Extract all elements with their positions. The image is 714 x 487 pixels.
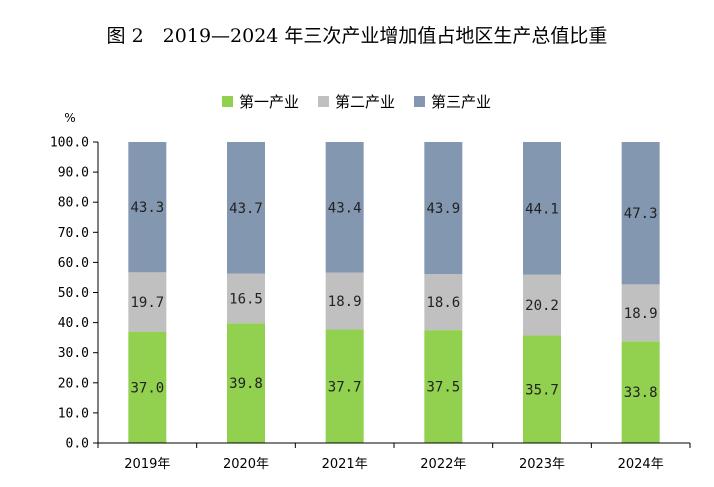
data-label-6-3: 47.3: [624, 206, 658, 222]
data-label-2-1: 39.8: [229, 376, 263, 392]
bar-segment-2-2: [227, 273, 265, 324]
data-label-4-3: 43.9: [426, 201, 460, 217]
bar-segment-1-3: [128, 142, 167, 273]
legend-swatch-2: [318, 96, 329, 107]
bar-segment-6-2: [621, 284, 660, 342]
data-label-4-1: 37.5: [426, 380, 460, 396]
bar-segment-1-2: [128, 272, 167, 332]
bar-segment-4-3: [424, 142, 463, 275]
y-tick-label-2: 20.0: [58, 376, 89, 391]
y-tick-label-9: 90.0: [58, 166, 89, 181]
bar-segment-5-3: [523, 142, 561, 275]
y-tick-label-0: 0.0: [66, 437, 89, 452]
bar-segment-6-3: [621, 142, 660, 285]
legend-label-1: 第一产业: [239, 93, 299, 111]
x-tick-label-5: 2023年: [519, 457, 565, 472]
bar-segment-2-1: [227, 323, 265, 443]
legend-swatch-1: [222, 96, 233, 107]
legend-label-2: 第二产业: [335, 93, 395, 111]
bar-segment-3-3: [325, 142, 364, 273]
bar-segment-3-2: [325, 272, 364, 330]
x-tick-label-4: 2022年: [420, 457, 466, 472]
data-label-1-3: 43.3: [130, 200, 164, 216]
bar-segment-5-2: [523, 274, 561, 336]
y-tick-label-6: 60.0: [58, 256, 89, 271]
data-label-1-1: 37.0: [130, 380, 164, 396]
bar-segment-2-3: [227, 142, 265, 274]
bar-segment-1-1: [128, 331, 167, 443]
data-label-3-3: 43.4: [328, 200, 362, 216]
data-label-2-3: 43.7: [229, 201, 263, 217]
y-tick-label-8: 80.0: [58, 196, 89, 211]
y-tick-label-7: 70.0: [58, 226, 89, 241]
bars-group: 37.0 19.7 43.3 39.8 16.5 43.7 37.7 18.9 43.4 37.5…: [128, 142, 660, 443]
data-label-1-2: 19.7: [130, 295, 164, 311]
data-label-4-2: 18.6: [426, 295, 460, 311]
bar-segment-5-1: [523, 335, 561, 443]
x-tick-label-1: 2019年: [124, 457, 170, 472]
axes-group: 0.0 10.0 20.0 30.0 40.0 50.0 60.0 70.0 80.0 90.0 1…: [50, 136, 691, 472]
bar-segment-4-2: [424, 274, 463, 331]
y-axis-unit: %: [64, 111, 75, 125]
data-label-3-2: 18.9: [328, 294, 362, 310]
y-tick-label-10: 100.0: [50, 136, 89, 151]
data-label-5-3: 44.1: [525, 201, 559, 217]
x-tick-label-2: 2020年: [223, 457, 269, 472]
data-label-6-1: 33.8: [624, 385, 658, 401]
data-label-2-2: 16.5: [229, 291, 263, 307]
data-label-6-2: 18.9: [624, 306, 658, 322]
x-tick-label-3: 2021年: [322, 457, 368, 472]
data-label-5-1: 35.7: [525, 382, 559, 398]
y-tick-label-4: 40.0: [58, 316, 89, 331]
legend-label-3: 第三产业: [431, 93, 491, 111]
y-tick-label-1: 10.0: [58, 406, 89, 421]
bar-segment-4-1: [424, 330, 463, 443]
legend: 第一产业 第二产业 第三产业: [222, 93, 491, 111]
bar-segment-3-1: [325, 329, 364, 443]
data-label-5-2: 20.2: [525, 298, 559, 314]
y-tick-label-3: 30.0: [58, 346, 89, 361]
y-tick-label-5: 50.0: [58, 286, 89, 301]
chart-title: 图 2 2019—2024 年三次产业增加值占地区生产总值比重: [107, 25, 608, 47]
data-label-3-1: 37.7: [328, 379, 362, 395]
x-tick-label-6: 2024年: [618, 457, 664, 472]
bar-segment-6-1: [621, 341, 660, 443]
legend-swatch-3: [414, 96, 425, 107]
